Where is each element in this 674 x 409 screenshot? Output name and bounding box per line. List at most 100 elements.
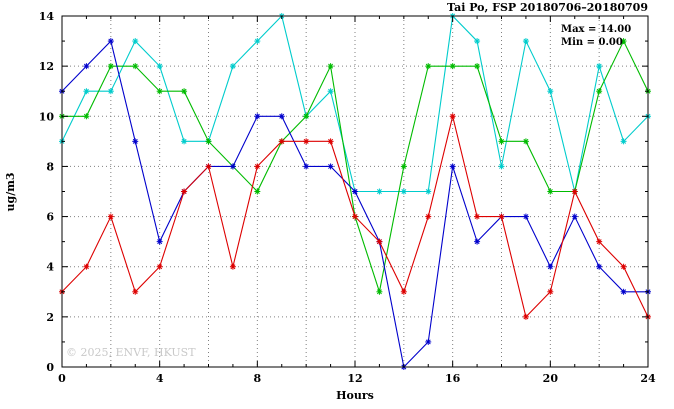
series-blue-marker <box>425 338 432 345</box>
series-cyan-marker <box>376 188 383 195</box>
y-tick-label: 8 <box>46 160 54 173</box>
series-cyan-marker <box>400 188 407 195</box>
series-cyan-marker <box>107 88 114 95</box>
series-red-marker <box>156 263 163 270</box>
series-red-marker <box>547 288 554 295</box>
series-cyan-marker <box>522 38 529 45</box>
series-green-marker <box>132 63 139 70</box>
y-tick-label: 2 <box>46 311 54 324</box>
series-red-marker <box>205 163 212 170</box>
series-green-marker <box>400 163 407 170</box>
series-cyan-marker <box>425 188 432 195</box>
series-cyan-marker <box>254 38 261 45</box>
series-red-marker <box>425 213 432 220</box>
x-tick-label: 12 <box>347 372 362 385</box>
series-blue-marker <box>278 113 285 120</box>
series-red-marker <box>376 238 383 245</box>
series-red-marker <box>474 213 481 220</box>
series-red-marker <box>620 263 627 270</box>
series-green-marker <box>498 138 505 145</box>
series-green-marker <box>107 63 114 70</box>
series-cyan-marker <box>596 63 603 70</box>
series-blue-marker <box>303 163 310 170</box>
series-red-marker <box>498 213 505 220</box>
series-blue-marker <box>132 138 139 145</box>
y-tick-label: 14 <box>39 10 55 23</box>
series-blue-marker <box>107 38 114 45</box>
series-green-marker <box>620 38 627 45</box>
series-green-marker <box>205 138 212 145</box>
y-tick-label: 0 <box>46 361 54 374</box>
series-red-marker <box>327 138 334 145</box>
series-green-marker <box>156 88 163 95</box>
series-green-marker <box>303 113 310 120</box>
x-tick-label: 8 <box>254 372 262 385</box>
series-cyan-marker <box>498 163 505 170</box>
series-green-marker <box>474 63 481 70</box>
series-red-marker <box>400 288 407 295</box>
x-tick-label: 20 <box>543 372 559 385</box>
series-blue-marker <box>474 238 481 245</box>
series-red-marker <box>107 213 114 220</box>
plot-border <box>61 15 649 368</box>
series-blue-marker <box>83 63 90 70</box>
series-blue-marker <box>596 263 603 270</box>
series-green-marker <box>376 288 383 295</box>
series-cyan-marker <box>620 138 627 145</box>
series-blue-marker <box>156 238 163 245</box>
y-tick-label: 10 <box>39 110 55 123</box>
series-red-marker <box>254 163 261 170</box>
series-green-marker <box>596 88 603 95</box>
series-green-marker <box>254 188 261 195</box>
series-green-marker <box>83 113 90 120</box>
series-green-marker <box>547 188 554 195</box>
series-cyan-marker <box>547 88 554 95</box>
x-tick-label: 16 <box>445 372 461 385</box>
series-blue-marker <box>522 213 529 220</box>
x-tick-label: 0 <box>58 372 66 385</box>
series-blue-marker <box>229 163 236 170</box>
series-red-marker <box>181 188 188 195</box>
max-annotation: Max = 14.00 <box>561 24 631 35</box>
series-green-marker <box>449 63 456 70</box>
series-blue-marker <box>254 113 261 120</box>
series-red-marker <box>132 288 139 295</box>
series-blue-marker <box>620 288 627 295</box>
series-cyan-marker <box>229 63 236 70</box>
y-tick-label: 4 <box>46 261 54 274</box>
series-green-marker <box>522 138 529 145</box>
chart-title: Tai Po, FSP 20180706–20180709 <box>447 1 648 14</box>
series-red-marker <box>303 138 310 145</box>
x-tick-label: 4 <box>156 372 164 385</box>
series-red-marker <box>596 238 603 245</box>
series-cyan-marker <box>327 88 334 95</box>
min-annotation: Min = 0.00 <box>561 37 623 48</box>
series-blue-marker <box>547 263 554 270</box>
x-tick-label: 24 <box>640 372 656 385</box>
series-blue-marker <box>571 213 578 220</box>
y-tick-label: 6 <box>46 211 54 224</box>
series-cyan-marker <box>83 88 90 95</box>
series-cyan-marker <box>132 38 139 45</box>
series-blue-marker <box>449 163 456 170</box>
series-blue-marker <box>327 163 334 170</box>
series-red-marker <box>449 113 456 120</box>
series-layer <box>59 13 651 370</box>
series-red-marker <box>571 188 578 195</box>
series-red-marker <box>352 213 358 220</box>
series-cyan-marker <box>181 138 188 145</box>
series-blue-marker <box>352 188 358 195</box>
series-red-marker <box>278 138 285 145</box>
y-axis-label: ug/m3 <box>4 173 17 212</box>
y-tick-label: 12 <box>39 60 54 73</box>
series-cyan-marker <box>474 38 481 45</box>
series-green-marker <box>425 63 432 70</box>
series-cyan-marker <box>156 63 163 70</box>
x-axis-label: Hours <box>336 389 374 402</box>
series-red-marker <box>83 263 90 270</box>
series-green-marker <box>181 88 188 95</box>
series-red-marker <box>522 313 529 320</box>
series-red-marker <box>229 263 236 270</box>
